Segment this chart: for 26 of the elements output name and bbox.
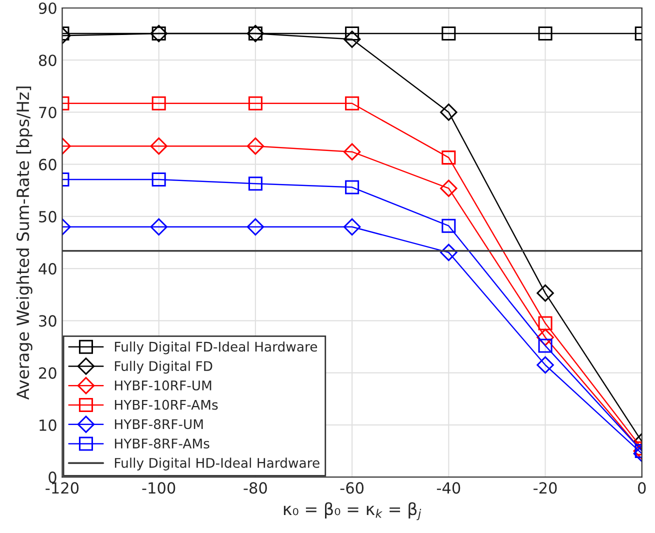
y-tick-label: 90 bbox=[38, 2, 56, 14]
legend-label: Fully Digital FD bbox=[114, 360, 212, 374]
legend-label: HYBF-8RF-AMs bbox=[114, 438, 210, 449]
y-tick-label: 80 bbox=[38, 54, 56, 66]
y-axis-title: Average Weighted Sum-Rate [bps/Hz] bbox=[16, 86, 32, 400]
legend-label: Fully Digital FD-Ideal Hardware bbox=[114, 341, 318, 354]
y-tick-label: 50 bbox=[39, 210, 56, 222]
x-tick-label: -80 bbox=[244, 482, 267, 494]
x-tick-label: -40 bbox=[436, 482, 460, 494]
legend-label: HYBF-8RF-UM bbox=[114, 419, 203, 430]
x-tick-label: -100 bbox=[142, 482, 176, 494]
y-tick-label: 0 bbox=[48, 472, 56, 484]
y-tick-label: 10 bbox=[40, 419, 56, 431]
x-axis-title: κ₀ = β₀ = κ$_{k}$ = β$_{j}$ bbox=[284, 502, 422, 520]
y-tick-label: 40 bbox=[38, 263, 56, 275]
y-tick-label: 20 bbox=[39, 367, 56, 379]
x-tick-label: -60 bbox=[340, 482, 364, 494]
legend-label: HYBF-10RF-AMs bbox=[114, 400, 218, 410]
x-tick-label: -120 bbox=[46, 482, 79, 494]
y-tick-label: 60 bbox=[38, 158, 56, 170]
legend-label: Fully Digital HD-Ideal Hardware bbox=[114, 458, 320, 470]
x-tick-label: -20 bbox=[534, 482, 557, 494]
y-tick-label: 70 bbox=[39, 106, 56, 118]
legend-label: HYBF-10RF-UM bbox=[114, 380, 212, 390]
y-tick-label: 30 bbox=[39, 315, 56, 327]
x-tick-label: 0 bbox=[638, 482, 646, 494]
